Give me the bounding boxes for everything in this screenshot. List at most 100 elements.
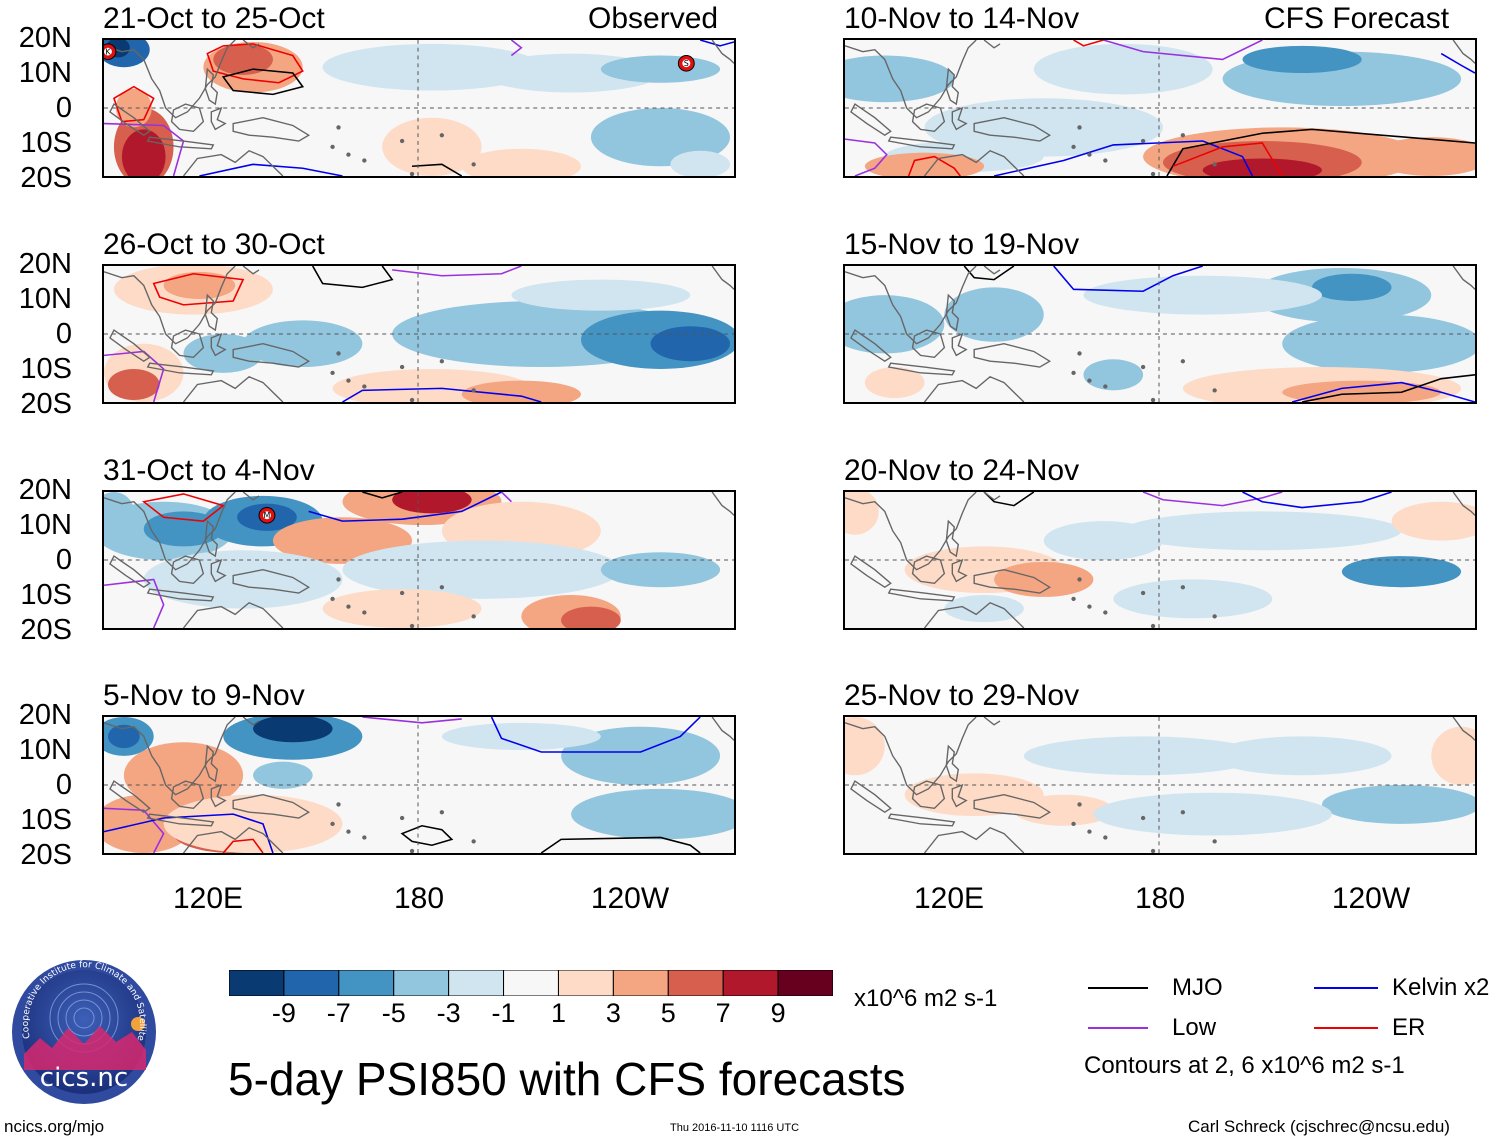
contour-line — [1073, 40, 1104, 47]
lat-label: 0 — [55, 318, 72, 350]
contour-line — [1172, 142, 1283, 176]
footer-url[interactable]: ncics.org/mjo — [4, 1117, 105, 1136]
cics-logo: Cooperative Institute for Climate and Sa… — [8, 951, 158, 1106]
colorbar-label: 5 — [660, 998, 676, 1028]
panel-title: 15-Nov to 19-Nov — [844, 228, 1080, 261]
lat-label: 20N — [18, 248, 72, 280]
lat-label: 10S — [20, 579, 72, 611]
colorbar-swatch — [228, 969, 285, 997]
lat-label: 0 — [55, 92, 72, 124]
lon-label: 180 — [1134, 882, 1186, 915]
anomaly-blob — [600, 55, 721, 83]
anomaly-field — [845, 40, 1475, 176]
lat-label: 10S — [20, 804, 72, 836]
colorbar-units: x10^6 m2 s-1 — [854, 985, 998, 1012]
anomaly-blob — [670, 150, 731, 176]
map-graphic — [845, 717, 1475, 853]
lat-label: 20S — [20, 388, 72, 420]
panel-title: 25-Nov to 29-Nov — [844, 679, 1080, 712]
contour-line — [222, 838, 264, 853]
anomaly-blob — [511, 279, 691, 311]
lat-label: 10N — [18, 57, 72, 89]
contour-line — [199, 163, 343, 176]
anomaly-blob — [213, 43, 273, 75]
anomaly-blob — [342, 540, 621, 599]
lat-label: 20N — [18, 474, 72, 506]
contour-line — [490, 717, 701, 753]
contour-line — [411, 163, 463, 176]
colorbar-swatch — [503, 969, 559, 997]
legend-label-low: Low — [1172, 1014, 1217, 1041]
colorbar-label: 3 — [605, 998, 621, 1028]
contour-line — [221, 68, 305, 96]
lat-label: 20S — [20, 839, 72, 871]
map-graphic — [104, 266, 734, 402]
anomaly-blob — [845, 717, 885, 776]
contour-line — [104, 813, 274, 853]
anomaly-blob — [107, 724, 140, 749]
contour-line — [1166, 128, 1475, 176]
anomaly-field — [845, 266, 1475, 402]
cfs-forecast-label: CFS Forecast — [1264, 2, 1450, 35]
anomaly-blob — [1242, 45, 1362, 74]
figure-title: 5-day PSI850 with CFS forecasts — [228, 1053, 906, 1105]
colorbar-label: -3 — [436, 998, 461, 1028]
anomaly-field — [104, 40, 734, 176]
coastlines — [845, 492, 1475, 628]
colorbar-label: -7 — [326, 998, 351, 1028]
anomaly-blob — [944, 287, 1044, 342]
coastlines — [104, 266, 734, 402]
coastlines — [845, 266, 1475, 402]
colorbar-swatch — [448, 969, 505, 997]
contour-line — [699, 40, 734, 47]
legend-label-kelvin: Kelvin x2 — [1392, 974, 1490, 1001]
contour-line — [104, 807, 165, 853]
contour-line — [104, 350, 165, 402]
footer-timestamp: Thu 2016-11-10 1116 UTC — [670, 1122, 800, 1134]
anomaly-blob — [994, 561, 1094, 597]
anomaly-blob — [1123, 511, 1402, 551]
lat-label: 10N — [18, 283, 72, 315]
anomaly-blob — [461, 148, 581, 176]
contour-line — [392, 266, 522, 277]
map-graphic: M — [104, 492, 734, 628]
lat-label: 20S — [20, 614, 72, 646]
contour-line — [1142, 492, 1283, 507]
anomaly-blob — [115, 88, 152, 128]
lat-label: 10N — [18, 509, 72, 541]
anomaly-blob — [253, 761, 313, 789]
anomaly-blob — [1391, 501, 1475, 541]
lat-label: 0 — [55, 544, 72, 576]
colorbar-swatch — [612, 969, 669, 997]
anomaly-blob — [322, 589, 482, 628]
lon-label: 120W — [1331, 882, 1411, 915]
anomaly-blob — [864, 367, 925, 399]
anomaly-field — [104, 717, 734, 853]
contour-line — [510, 40, 523, 57]
anomaly-blob — [1431, 726, 1475, 785]
contour-line — [206, 43, 304, 84]
legend-line-low — [1088, 1027, 1148, 1029]
contour-note: Contours at 2, 6 x10^6 m2 s-1 — [1084, 1052, 1405, 1079]
storm-label: K — [105, 48, 111, 57]
contour-line — [342, 387, 542, 402]
legend-label-mjo: MJO — [1172, 974, 1223, 1001]
contour-line — [983, 492, 1035, 507]
anomaly-blob — [864, 152, 985, 176]
colorbar-swatch — [338, 969, 395, 997]
lon-label: 120E — [172, 882, 244, 915]
map-panel — [843, 715, 1477, 855]
panel-title: 21-Oct to 25-Oct — [103, 2, 325, 35]
anomaly-blob — [845, 295, 945, 354]
anomaly-blob — [1321, 785, 1475, 824]
map-panel — [843, 38, 1477, 178]
map-panel — [102, 715, 736, 855]
anomaly-blob — [441, 722, 601, 751]
lat-label: 10S — [20, 353, 72, 385]
anomaly-blob — [561, 606, 621, 628]
anomaly-blob — [382, 117, 482, 176]
colorbar-graphic — [228, 969, 834, 997]
contour-line — [104, 578, 165, 628]
map-graphic — [845, 40, 1475, 176]
